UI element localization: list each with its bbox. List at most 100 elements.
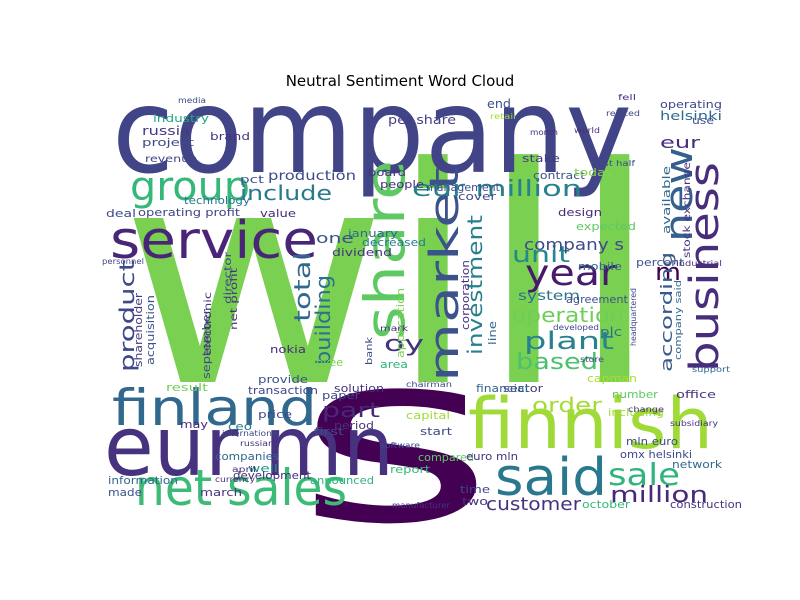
word-time: time — [460, 483, 490, 496]
word-group: group — [130, 164, 250, 210]
word-percent: percent — [636, 256, 685, 269]
word-april: april — [232, 465, 256, 474]
word-period: period — [334, 419, 374, 432]
word-customer: customer — [486, 494, 582, 515]
word-pct: pct — [240, 173, 265, 186]
word-application: application — [394, 288, 407, 358]
chart-title: Neutral Sentiment Word Cloud — [285, 72, 515, 90]
word-international: international — [222, 429, 280, 438]
word-employee: employee — [289, 356, 343, 369]
word-january: january — [347, 227, 399, 240]
word-million: million — [610, 483, 708, 508]
word-support: support — [692, 365, 730, 374]
word-acquisition: acquisition — [144, 295, 157, 365]
word-order: order — [532, 393, 603, 417]
word-march: march — [200, 486, 242, 499]
word-developed: developed — [553, 323, 599, 332]
word-retail: retail — [490, 112, 516, 121]
word-result: result — [166, 381, 209, 394]
word-eur-million: eur million — [412, 177, 582, 202]
word-companies: companies — [215, 450, 279, 463]
word-network: network — [672, 458, 723, 471]
word-board: board — [368, 166, 406, 179]
word-include: include — [240, 181, 332, 205]
word-month: month — [530, 128, 558, 137]
word-said: said — [495, 448, 607, 508]
word-according: according — [657, 252, 676, 372]
word-decreased: decreased — [362, 236, 426, 249]
word-will: will — [120, 104, 660, 453]
word-announced: announced — [310, 474, 374, 487]
word-world: world — [574, 126, 600, 135]
word-development: development — [233, 469, 312, 482]
word-plc: plc — [600, 325, 622, 339]
word-number: number — [612, 388, 659, 401]
word-investment: investment — [463, 215, 487, 355]
word-mobile: mobile — [578, 260, 622, 273]
word-design: design — [558, 206, 602, 219]
word-management: management — [426, 181, 501, 194]
word-stake: stake — [522, 152, 560, 165]
word-based: based — [516, 350, 598, 375]
word-business: business — [682, 162, 728, 372]
word-one: one — [316, 231, 354, 247]
word-shareholder: shareholder — [132, 292, 145, 367]
word-deal: deal — [106, 207, 136, 220]
word-eur-mn: eur mn — [104, 400, 394, 495]
word-bank: bank — [365, 336, 375, 365]
word-year: year — [525, 253, 617, 294]
word-including: including — [608, 406, 664, 419]
word-personnel: personnel — [102, 257, 144, 266]
word-cover: cover — [458, 190, 497, 203]
word-media: media — [178, 96, 206, 105]
word-available: available — [660, 166, 673, 234]
word-mark: mark — [380, 324, 408, 333]
word-store: store — [580, 355, 604, 364]
word-production: production — [268, 169, 356, 184]
word-plant: plant — [524, 327, 614, 355]
word-capital: capital — [406, 409, 450, 422]
word-net-sales: net sales — [135, 459, 347, 517]
word-technology: technology — [184, 194, 251, 207]
word-brand: brand — [210, 130, 250, 143]
word-software: software — [380, 441, 420, 450]
word-finland: finland — [112, 379, 317, 437]
word-two: two — [462, 495, 488, 508]
word-sale: sale — [608, 458, 680, 493]
word-system: system — [518, 289, 580, 304]
word-industrial: industrial — [676, 259, 722, 268]
word-mln-euro: mln euro — [626, 435, 678, 448]
word-related: related — [606, 109, 640, 118]
word-may: may — [180, 418, 209, 431]
word-part: part — [322, 398, 380, 422]
word-oy: oy — [384, 332, 424, 357]
word-made: made — [108, 486, 142, 499]
word-headquartered: headquartered — [629, 288, 638, 346]
word-information: information — [108, 474, 178, 487]
word-operating: operating — [660, 98, 722, 111]
word-october: october — [582, 498, 631, 511]
word-contract: contract — [533, 169, 586, 182]
word-company-s: company s — [524, 235, 624, 254]
word-line: line — [486, 321, 499, 345]
word-agreement: agreement — [566, 293, 629, 306]
word-electronic: electronic — [203, 292, 214, 356]
word-office: office — [676, 388, 716, 401]
word-report: report — [390, 463, 431, 476]
word-company-said: company said — [674, 280, 684, 360]
word-paper: paper — [322, 389, 361, 402]
word-transaction: transaction — [248, 384, 318, 397]
word-total: total — [291, 252, 316, 322]
word-market: market — [422, 167, 468, 382]
word-provide: provide — [258, 373, 308, 386]
word-subsidiary: subsidiary — [670, 419, 718, 428]
word-russian: russian — [240, 439, 274, 448]
word-september: september — [200, 308, 213, 379]
word-net-profit: net profit — [229, 268, 240, 330]
word-industry: industry — [153, 112, 210, 125]
word-currency: currency — [215, 475, 255, 484]
word-service: service — [110, 211, 318, 271]
word-unit: unit — [512, 243, 571, 268]
word-today: today — [574, 166, 615, 179]
word-ceo: ceo — [228, 420, 252, 433]
